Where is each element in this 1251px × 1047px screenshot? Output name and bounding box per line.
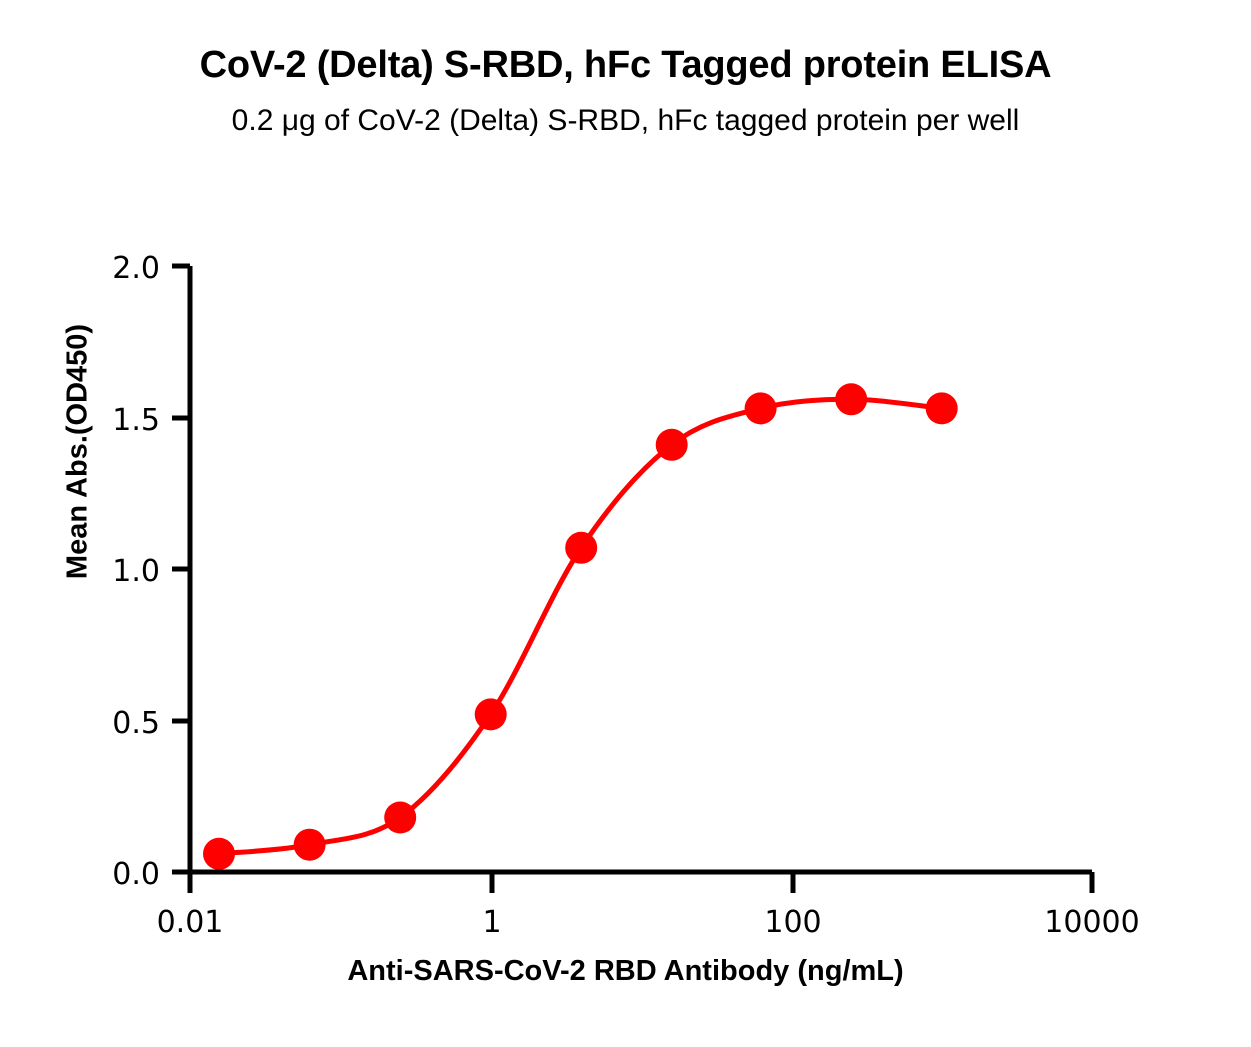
x-tick-label-1: 1 [482,905,501,940]
data-point [384,801,417,834]
x-tick-label-2: 100 [764,905,821,940]
data-point [474,698,507,731]
data-point [744,392,777,425]
x-axis-label: Anti-SARS-CoV-2 RBD Antibody (ng/mL) [347,955,904,987]
y-tick-label-2: 1.0 [112,554,160,589]
y-tick-label-4: 2.0 [112,251,160,286]
data-point [655,428,688,461]
y-tick-label-3: 1.5 [112,403,160,438]
chart-subtitle: 0.2 μg of CoV-2 (Delta) S-RBD, hFc tagge… [231,104,1020,137]
data-point [293,828,326,861]
y-axis-ticks [172,263,190,875]
x-axis-ticks [187,872,1095,893]
series-curve [216,396,945,857]
y-tick-label-1: 0.5 [112,706,160,741]
chart-title: CoV-2 (Delta) S-RBD, hFc Tagged protein … [199,44,1052,86]
data-point [565,531,598,564]
x-tick-label-3: 10000 [1044,905,1139,940]
x-tick-label-0: 0.01 [157,905,224,940]
series-markers [203,383,958,870]
data-point [925,392,958,425]
data-point [835,383,868,416]
y-tick-label-0: 0.0 [112,857,160,892]
data-point [203,837,235,870]
